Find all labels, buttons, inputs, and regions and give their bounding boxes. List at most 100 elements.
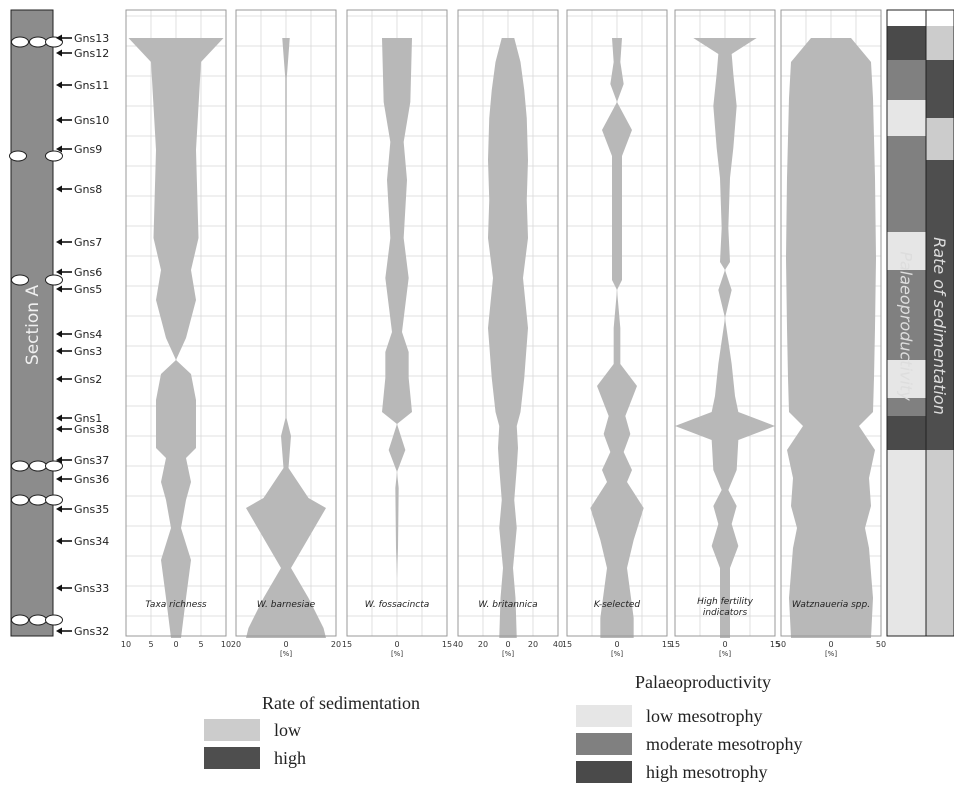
sample-arrowhead [56, 116, 62, 124]
panel-title: W. barnesiae [257, 600, 316, 610]
sample-label-gns2: Gns2 [74, 373, 102, 386]
section-marker [45, 494, 63, 506]
sample-arrowhead [56, 268, 62, 276]
sample-arrowhead [56, 505, 62, 513]
tick-label: 15 [670, 640, 680, 649]
tick-label: 50 [876, 640, 886, 649]
unit-label: [%] [825, 650, 837, 658]
sample-arrowhead [56, 414, 62, 422]
section-column: Section A Gns13 Gns12 Gns11 Gns10 Gns9 Gns8 Gns… [9, 9, 109, 638]
panel-title: W. britannica [478, 600, 537, 610]
section-marker [29, 614, 47, 626]
unit-label: [%] [502, 650, 514, 658]
section-bar [10, 9, 54, 637]
sample-arrowhead [56, 456, 62, 464]
panel-w-barnesiae: W. barnesiae 20 0 20 [%] [231, 9, 341, 658]
legend-item-prod-low: low mesotrophy [576, 702, 802, 730]
section-marker [29, 494, 47, 506]
panel-w-fossacincta: W. fossacincta 15 0 15 [%] [342, 9, 452, 658]
palaeoproductivity-legend-title: Palaeoproductivity [635, 672, 771, 692]
panel-k-selected: K-selected 15 0 15 [%] [562, 9, 672, 658]
tick-label: 15 [342, 640, 352, 649]
tick-label: 20 [331, 640, 341, 649]
unit-label: [%] [719, 650, 731, 658]
band-low [887, 360, 926, 398]
tick-label: 20 [478, 640, 488, 649]
band-high [887, 416, 926, 450]
legend-item-sed-low: low [204, 716, 306, 744]
column-label: Palaeoproductivity [897, 251, 916, 401]
sample-arrowhead [56, 347, 62, 355]
tick-label: 0 [283, 640, 288, 649]
profile-area [590, 38, 644, 638]
band-moderate [887, 60, 926, 100]
unit-label: [%] [280, 650, 292, 658]
band-moderate [887, 136, 926, 232]
tick-label: 40 [553, 640, 563, 649]
legend-item-sed-high: high [204, 744, 306, 772]
band-high [887, 26, 926, 60]
tick-label: 0 [614, 640, 619, 649]
tick-label: 0 [828, 640, 833, 649]
panel-high-fertility-indicators: High fertility indicators 15 0 15 [%] [670, 9, 780, 658]
sample-label-gns34: Gns34 [74, 535, 109, 548]
panel-title: Watznaueria spp. [792, 600, 870, 610]
section-marker [11, 274, 29, 286]
palaeoproductivity-legend-items: low mesotrophy moderate mesotrophy high … [576, 702, 802, 786]
band-low [887, 100, 926, 136]
tick-label: 10 [121, 640, 131, 649]
sample-arrowhead [56, 375, 62, 383]
palaeoproductivity-legend: Palaeoproductivity [635, 672, 771, 693]
section-marker [45, 614, 63, 626]
band-low [887, 232, 926, 270]
tick-label: 40 [453, 640, 463, 649]
sample-label-gns7: Gns7 [74, 236, 102, 249]
sample-label-gns33: Gns33 [74, 582, 109, 595]
band-low [926, 26, 954, 60]
panel-frame [457, 9, 559, 637]
legend-item-label: low [274, 719, 301, 740]
legend-swatch [204, 747, 260, 769]
sample-label-gns3: Gns3 [74, 345, 102, 358]
tick-label: 50 [776, 640, 786, 649]
sample-arrowhead [56, 238, 62, 246]
band-low [926, 118, 954, 160]
unit-label: [%] [391, 650, 403, 658]
legend-item-label: high mesotrophy [646, 761, 768, 782]
column-label: Rate of sedimentation [930, 237, 949, 415]
tick-label: 0 [505, 640, 510, 649]
profile-area [382, 38, 412, 578]
sample-arrowhead [56, 145, 62, 153]
sedimentation-column: Rate of sedimentation [925, 9, 954, 637]
sample-label-gns35: Gns35 [74, 503, 109, 516]
sample-label-gns1: Gns1 [74, 412, 102, 425]
legend-item-prod-high: high mesotrophy [576, 758, 802, 786]
sample-label-gns12: Gns12 [74, 47, 109, 60]
section-label: Section A [23, 285, 43, 366]
section-marker [45, 36, 63, 48]
legend-item-prod-moderate: moderate mesotrophy [576, 730, 802, 758]
sample-arrowhead [56, 330, 62, 338]
sample-label-gns9: Gns9 [74, 143, 102, 156]
panel-title: High fertility indicators [697, 597, 754, 618]
sample-arrowhead [56, 81, 62, 89]
profile-area [128, 38, 224, 638]
section-marker [11, 614, 29, 626]
sample-arrowhead [56, 49, 62, 57]
legend-item-label: low mesotrophy [646, 705, 763, 726]
panel-title: W. fossacincta [365, 600, 430, 610]
section-marker [29, 460, 47, 472]
sample-label-gns36: Gns36 [74, 473, 109, 486]
section-marker [11, 460, 29, 472]
panel-frame [346, 9, 448, 637]
tick-label: 10 [221, 640, 231, 649]
tick-label: 15 [662, 640, 672, 649]
band-high [926, 160, 954, 450]
profile-area [786, 38, 876, 638]
tick-label: 15 [770, 640, 780, 649]
panel-frame [780, 9, 882, 637]
panel-title: Taxa richness [145, 600, 207, 610]
profile-area [246, 38, 326, 638]
panel-frame [235, 9, 337, 637]
sample-label-gns13: Gns13 [74, 32, 109, 45]
